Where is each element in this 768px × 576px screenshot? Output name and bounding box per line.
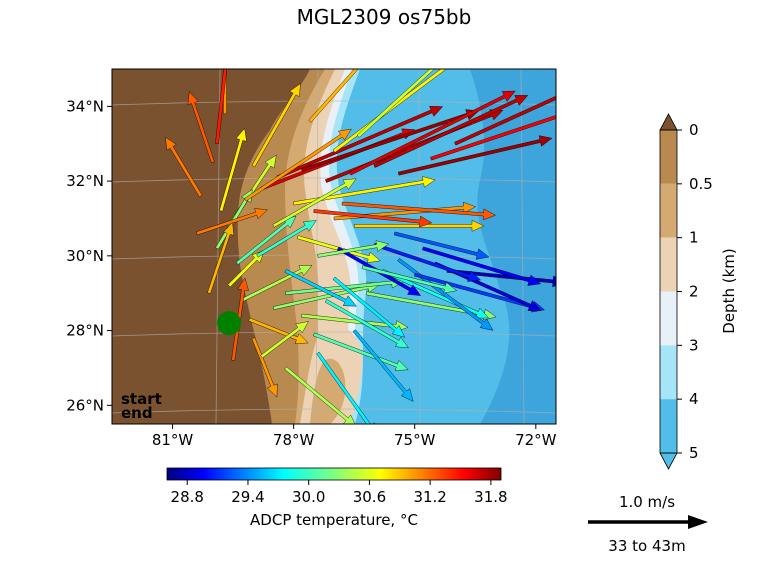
lon-ticks: 81°W 78°W 75°W 72°W — [152, 424, 557, 449]
depth-colorbar-segment — [660, 183, 677, 238]
depth-colorbar-segment — [660, 237, 677, 292]
depth-colorbar-segments — [659, 113, 678, 470]
current-vector — [361, 265, 458, 294]
current-vector — [284, 366, 356, 424]
depth-colorbar-segment — [660, 345, 677, 400]
lat-tick-label: 28°N — [66, 322, 104, 340]
current-vector — [308, 69, 359, 123]
temperature-ticks: 28.8 29.4 30.0 30.6 31.2 31.8 — [171, 480, 508, 506]
start-marker — [217, 311, 242, 336]
depth-tick-label: 3 — [689, 336, 699, 354]
current-vector — [354, 220, 485, 232]
current-vector — [316, 351, 375, 424]
current-vector — [284, 269, 357, 307]
current-vector — [313, 209, 433, 228]
temperature-colorbar: 28.8 29.4 30.0 30.6 31.2 31.8 ADCP temperatur… — [166, 467, 508, 529]
current-vector — [272, 178, 357, 228]
land — [112, 69, 310, 424]
depth-tick-label: 0.5 — [689, 175, 713, 193]
current-vector — [256, 220, 317, 258]
reference-speed-label: 1.0 m/s — [619, 493, 675, 511]
chart-title: MGL2309 os75bb — [297, 5, 472, 29]
lon-tick-label: 75°W — [394, 431, 436, 449]
current-vector — [219, 127, 247, 212]
reference-arrow: 1.0 m/s 33 to 43m — [588, 493, 708, 555]
current-vector — [215, 69, 228, 145]
depth-tick-label: 4 — [689, 390, 699, 408]
current-vector — [393, 231, 490, 260]
map-frame — [111, 68, 557, 425]
current-vector — [276, 105, 444, 180]
current-vector — [165, 136, 203, 198]
current-vector — [251, 337, 278, 398]
current-vector — [373, 95, 529, 168]
map-axes: 81°W 78°W 75°W 72°W 26°N 28°N 30°N 32°N 34°N st… — [66, 68, 557, 449]
current-vector — [207, 221, 235, 294]
temperature-tick-label: 31.8 — [474, 488, 507, 506]
temperature-tick-label: 30.0 — [292, 488, 325, 506]
current-vector — [300, 109, 480, 172]
current-vector — [422, 246, 542, 286]
current-vectors — [165, 69, 556, 424]
temperature-colorbar-label: ADCP temperature, °C — [250, 511, 418, 529]
depth-colorbar-segment — [660, 291, 677, 346]
depth-tick-label: 5 — [689, 444, 699, 462]
current-vector — [332, 276, 406, 338]
current-vector — [446, 268, 556, 288]
current-vector — [341, 201, 496, 221]
depth-tick-label: 0 — [689, 121, 699, 139]
current-vector — [313, 332, 409, 371]
lat-tick-label: 32°N — [66, 172, 104, 190]
legend-start: start — [121, 390, 162, 408]
depth-colorbar-extend-top — [659, 113, 678, 131]
temperature-tick-label: 29.4 — [231, 488, 264, 506]
depth-ticks: 0 0.5 1 2 3 4 5 — [677, 121, 713, 462]
current-vector — [293, 176, 436, 206]
bahamas-shallow — [310, 358, 346, 424]
current-vector — [454, 95, 556, 146]
current-vector — [187, 91, 215, 164]
current-vector — [251, 83, 301, 168]
lat-tick-label: 26°N — [66, 396, 104, 414]
lon-tick-label: 78°W — [273, 431, 315, 449]
current-vector — [317, 240, 390, 258]
lat-ticks: 26°N 28°N 30°N 32°N 34°N — [66, 97, 112, 414]
current-vector — [196, 208, 269, 236]
depth-colorbar-segment — [660, 130, 677, 184]
current-vector — [244, 128, 352, 202]
temperature-tick-label: 28.8 — [171, 488, 204, 506]
current-vector — [397, 135, 553, 176]
depth-tick-label: 2 — [689, 283, 699, 301]
current-vector — [248, 317, 309, 344]
lat-tick-label: 30°N — [66, 247, 104, 265]
temperature-colorbar-gradient — [166, 467, 502, 481]
lon-tick-label: 72°W — [515, 431, 557, 449]
depth-colorbar-label: Depth (km) — [720, 248, 738, 333]
temperature-tick-label: 31.2 — [413, 488, 446, 506]
lon-tick-label: 81°W — [152, 431, 194, 449]
depth-colorbar: 0 0.5 1 2 3 4 5 Depth (km) — [659, 113, 738, 470]
current-vector — [227, 249, 265, 288]
current-vector — [349, 90, 516, 176]
current-vector — [352, 329, 414, 402]
current-vector — [324, 299, 409, 349]
depth-colorbar-segment — [660, 399, 677, 453]
reference-arrow-head — [688, 515, 708, 529]
depth-tick-label: 1 — [689, 229, 699, 247]
lat-tick-label: 34°N — [66, 97, 104, 115]
depth-colorbar-extend-bottom — [659, 452, 678, 470]
current-vector — [430, 115, 556, 161]
current-vector — [356, 69, 435, 138]
current-vector — [260, 321, 309, 359]
legend-end: end — [121, 404, 153, 422]
temperature-tick-label: 30.6 — [353, 488, 386, 506]
current-vector — [373, 242, 482, 282]
reference-depth-label: 33 to 43m — [608, 537, 685, 555]
